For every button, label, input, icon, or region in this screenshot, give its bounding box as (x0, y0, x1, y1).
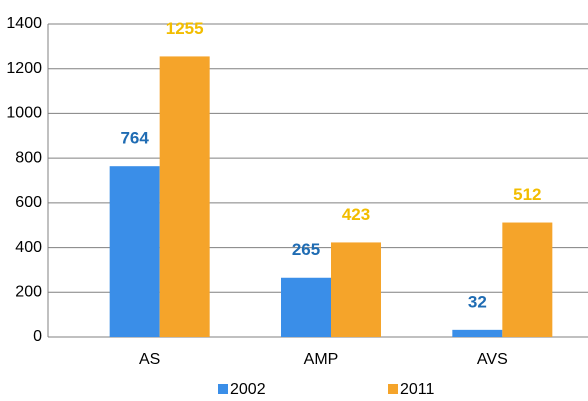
x-tick-label: AMP (304, 351, 339, 368)
y-tick-label: 1000 (6, 105, 42, 122)
legend-label: 2002 (230, 381, 266, 398)
bar (452, 329, 503, 337)
y-tick-label: 800 (15, 149, 42, 166)
legend-swatch (218, 384, 228, 394)
bar (109, 166, 160, 337)
y-tick-label: 400 (15, 239, 42, 256)
value-label: 1255 (166, 19, 204, 38)
legend-swatch (388, 384, 398, 394)
value-label: 512 (513, 185, 541, 204)
value-label: 423 (342, 205, 370, 224)
bar (281, 277, 331, 337)
x-tick-label: AS (139, 351, 160, 368)
x-tick-label: AVS (477, 351, 508, 368)
y-tick-label: 1200 (6, 60, 42, 77)
value-label: 764 (120, 129, 149, 148)
y-tick-label: 1400 (6, 15, 42, 32)
bar (331, 242, 381, 337)
value-label: 265 (292, 240, 320, 259)
value-label: 32 (468, 292, 487, 311)
y-tick-label: 600 (15, 194, 42, 211)
bar (502, 222, 553, 337)
legend-label: 2011 (400, 381, 435, 398)
y-tick-label: 0 (33, 328, 42, 345)
y-tick-label: 200 (15, 284, 42, 301)
bar (159, 56, 210, 338)
